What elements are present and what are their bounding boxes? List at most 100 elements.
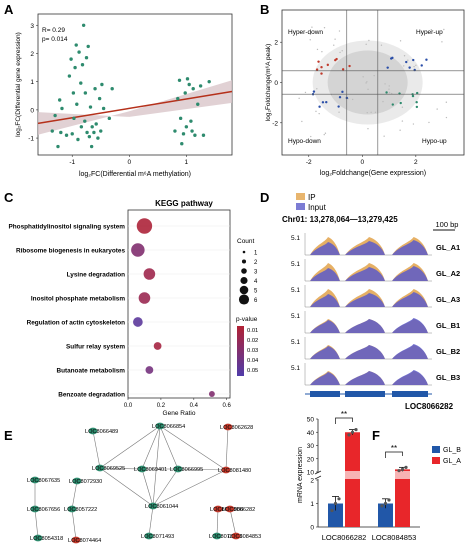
- network-edge: [159, 425, 227, 471]
- network-node-label: LOC8069401: [134, 467, 167, 473]
- highlight-point: [318, 105, 321, 108]
- plot-frame: [127, 209, 231, 399]
- data-point: [89, 144, 94, 149]
- stat-label: p= 0.014: [42, 36, 68, 43]
- quadrant-label: Hypo-down: [288, 138, 321, 145]
- highlight-point: [411, 94, 415, 98]
- background-point: [365, 82, 367, 84]
- network-edge: [148, 505, 154, 537]
- input-coverage: [392, 292, 428, 307]
- replicate-point: [397, 469, 401, 473]
- network-node-label: LOC8081480: [218, 468, 251, 474]
- panel-f: F 10 20 30 40 50 0 1 2 mRNA expression LOC8066282 *…: [297, 410, 461, 542]
- y-tick-label: 2: [30, 51, 34, 58]
- category-label: Phosphatidylinositol signaling system: [9, 224, 126, 231]
- pvalue-legend-label: 0.03: [247, 348, 258, 354]
- data-point: [71, 91, 76, 95]
- y-axis-label: mRNA expression: [297, 447, 304, 503]
- background-point: [311, 26, 313, 28]
- background-point: [388, 85, 390, 87]
- category-label: Butanoate metabolism: [56, 368, 125, 375]
- input-coverage: [392, 240, 428, 255]
- legend-swatch: [432, 457, 440, 464]
- y-tick-label: 10: [307, 470, 315, 477]
- background-point: [316, 88, 318, 90]
- background-point: [365, 43, 367, 46]
- highlight-point: [341, 68, 345, 71]
- data-point: [86, 44, 90, 49]
- gene-model-exon: [310, 391, 340, 397]
- dot: [133, 317, 143, 327]
- y-tick-label: 2: [274, 40, 278, 47]
- network-node: [71, 536, 81, 544]
- network-node: [225, 505, 235, 513]
- data-point: [99, 129, 103, 133]
- highlight-point: [315, 68, 319, 71]
- background-point: [399, 129, 401, 131]
- pvalue-legend-label: 0.04: [247, 358, 259, 364]
- category-label: Inositol phosphate metabolism: [31, 296, 125, 303]
- network-node: [148, 502, 158, 510]
- dot: [145, 366, 154, 374]
- count-legend-dot: [241, 259, 247, 264]
- background-point: [333, 44, 335, 46]
- track-max-label: 5.1: [291, 287, 300, 294]
- network-node-label: LOC8061044: [145, 504, 178, 510]
- data-point: [176, 96, 180, 101]
- network-edge: [71, 480, 78, 510]
- data-point: [75, 102, 79, 106]
- background-point: [445, 116, 448, 119]
- panel-c: C KEGG pathway Phosphatidylinositol signal…: [4, 190, 259, 417]
- x-tick-label: 0: [127, 159, 131, 166]
- data-point: [88, 105, 93, 109]
- x-axis-label: log₂FC(Differential m⁶A methylation): [79, 171, 191, 178]
- legend-label-input: Input: [308, 203, 327, 212]
- background-point: [338, 111, 340, 113]
- data-point: [173, 129, 177, 133]
- data-point: [198, 84, 203, 88]
- legend-swatch-ip: [296, 193, 305, 200]
- network-node-label: LOC8066282: [222, 507, 255, 513]
- y-tick-label: 1: [310, 501, 314, 508]
- input-coverage: [345, 267, 385, 281]
- category-label: Regulation of actin cytoskeleton: [27, 320, 125, 327]
- highlight-point: [420, 64, 423, 67]
- highlight-point: [415, 91, 419, 95]
- data-point: [73, 65, 77, 70]
- replicate-point: [347, 433, 351, 437]
- replicate-point: [330, 508, 334, 513]
- background-point: [401, 106, 404, 108]
- data-point: [191, 87, 195, 91]
- bar: [395, 469, 410, 527]
- data-point: [84, 56, 89, 60]
- track-name: GL_B2: [436, 347, 460, 356]
- data-point: [85, 130, 89, 135]
- bar-break-mask: [394, 471, 411, 479]
- input-coverage: [310, 268, 340, 281]
- network-node-label: LOC8054318: [30, 536, 63, 542]
- background-point: [334, 38, 336, 40]
- track-name: GL_B1: [436, 321, 460, 330]
- network-node: [173, 465, 183, 473]
- background-point: [309, 33, 312, 36]
- count-legend-dot: [241, 268, 247, 274]
- background-point: [323, 133, 325, 136]
- y-tick-label: 20: [307, 456, 315, 463]
- background-point: [367, 128, 369, 130]
- data-point: [57, 98, 62, 102]
- data-point: [53, 113, 57, 118]
- x-tick-label: 2: [414, 159, 418, 166]
- x-tick-label: 0.2: [157, 403, 166, 409]
- scale-label: 100 bp: [436, 220, 459, 229]
- data-point: [187, 82, 191, 87]
- network-node: [212, 532, 222, 540]
- stat-label: R= 0.29: [42, 27, 65, 34]
- background-point: [309, 39, 311, 41]
- replicate-point: [380, 504, 384, 508]
- dot: [208, 391, 215, 397]
- background-point: [310, 135, 312, 138]
- panel-a: A R= 0.29 p= 0.014 -1 0 1 3 2 1 0 -1 log₂FC(Differe…: [4, 2, 233, 178]
- background-point: [413, 65, 415, 68]
- background-point: [445, 101, 448, 103]
- axis-break: [314, 470, 322, 480]
